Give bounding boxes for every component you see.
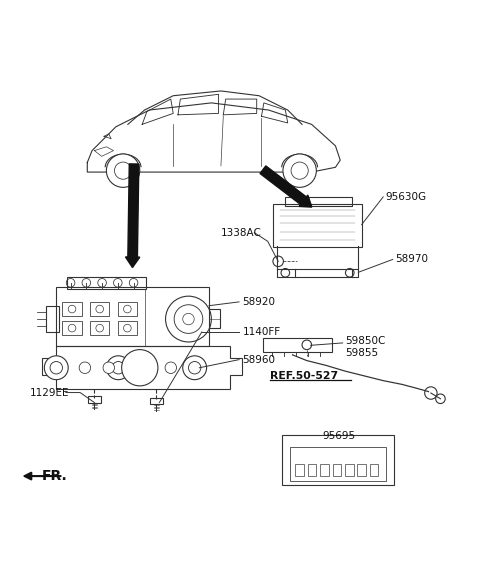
Text: REF.50-527: REF.50-527 bbox=[270, 371, 338, 381]
Circle shape bbox=[79, 362, 91, 373]
Circle shape bbox=[183, 313, 194, 325]
Circle shape bbox=[291, 162, 308, 179]
Circle shape bbox=[115, 162, 132, 179]
Circle shape bbox=[273, 256, 283, 266]
Bar bbox=[88, 397, 101, 403]
Bar bbox=[358, 464, 366, 476]
Bar bbox=[345, 464, 354, 476]
Circle shape bbox=[183, 356, 206, 380]
Circle shape bbox=[141, 362, 153, 373]
FancyArrow shape bbox=[260, 166, 312, 207]
Circle shape bbox=[44, 356, 68, 380]
Circle shape bbox=[283, 154, 316, 187]
Circle shape bbox=[302, 340, 312, 350]
Bar bbox=[150, 398, 163, 405]
Bar bbox=[62, 321, 82, 335]
Circle shape bbox=[166, 296, 211, 342]
Text: 58920: 58920 bbox=[242, 297, 276, 307]
Bar bbox=[320, 464, 329, 476]
Circle shape bbox=[165, 362, 177, 373]
Bar bbox=[308, 464, 316, 476]
Circle shape bbox=[68, 324, 76, 332]
Bar bbox=[56, 287, 209, 346]
Circle shape bbox=[107, 154, 140, 187]
Text: 95695: 95695 bbox=[322, 431, 355, 441]
Bar bbox=[263, 338, 332, 352]
Bar bbox=[274, 204, 362, 247]
Circle shape bbox=[436, 394, 445, 403]
Circle shape bbox=[96, 305, 104, 313]
Text: FR.: FR. bbox=[42, 469, 68, 483]
Bar bbox=[46, 306, 59, 332]
Text: 58970: 58970 bbox=[395, 254, 428, 264]
Circle shape bbox=[121, 350, 158, 386]
Text: 1338AC: 1338AC bbox=[221, 228, 262, 238]
Circle shape bbox=[174, 305, 203, 334]
Text: 1140FF: 1140FF bbox=[242, 327, 280, 337]
Circle shape bbox=[129, 279, 138, 287]
Text: 59855: 59855 bbox=[345, 349, 378, 358]
Text: 1129EE: 1129EE bbox=[30, 388, 70, 398]
Bar bbox=[295, 464, 304, 476]
Circle shape bbox=[107, 356, 130, 380]
Circle shape bbox=[346, 268, 354, 277]
Circle shape bbox=[96, 324, 104, 332]
Circle shape bbox=[189, 361, 201, 374]
Circle shape bbox=[114, 279, 122, 287]
Circle shape bbox=[281, 268, 289, 277]
Text: 59850C: 59850C bbox=[345, 336, 385, 346]
FancyArrow shape bbox=[125, 164, 140, 268]
Bar bbox=[209, 309, 220, 328]
Bar bbox=[62, 302, 82, 316]
Circle shape bbox=[103, 362, 115, 373]
Bar bbox=[370, 464, 378, 476]
Circle shape bbox=[98, 279, 107, 287]
Text: 95630G: 95630G bbox=[385, 192, 427, 202]
Circle shape bbox=[123, 305, 131, 313]
Circle shape bbox=[66, 279, 75, 287]
Circle shape bbox=[123, 324, 131, 332]
Bar bbox=[118, 302, 137, 316]
Bar bbox=[290, 447, 385, 481]
Circle shape bbox=[82, 279, 91, 287]
Bar bbox=[67, 277, 146, 289]
Bar bbox=[285, 197, 352, 206]
Circle shape bbox=[425, 387, 437, 399]
Circle shape bbox=[68, 305, 76, 313]
Circle shape bbox=[50, 361, 62, 374]
Bar bbox=[90, 321, 109, 335]
Bar bbox=[90, 302, 109, 316]
Text: 58960: 58960 bbox=[242, 355, 276, 365]
Bar bbox=[118, 321, 137, 335]
Bar bbox=[282, 435, 394, 485]
Bar bbox=[333, 464, 341, 476]
Circle shape bbox=[112, 361, 124, 374]
